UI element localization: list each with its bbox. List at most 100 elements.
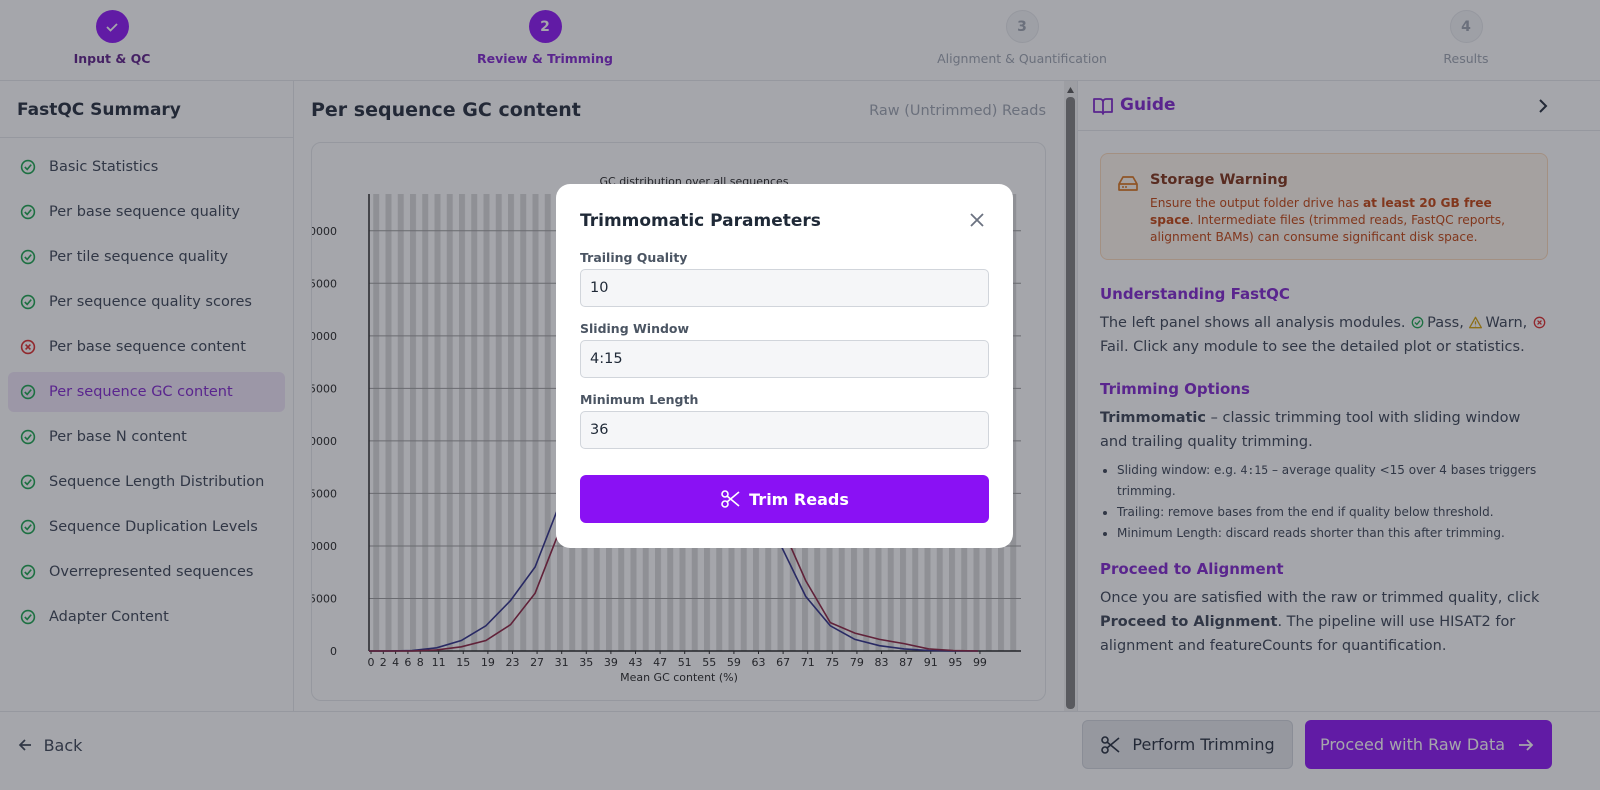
proceed-label: Proceed with Raw Data bbox=[1319, 735, 1506, 754]
guide-title: Guide bbox=[1120, 95, 1176, 115]
module-item[interactable]: Sequence Length Distribution bbox=[8, 462, 285, 502]
x-tick-label: 31 bbox=[555, 656, 569, 669]
field-value: 10 bbox=[590, 280, 609, 296]
module-item[interactable]: Per tile sequence quality bbox=[8, 237, 285, 277]
trim-reads-label: Trim Reads bbox=[749, 489, 849, 509]
module-item[interactable]: Adapter Content bbox=[8, 597, 285, 637]
trim-reads-button[interactable]: Trim Reads bbox=[580, 475, 989, 523]
field-value: 36 bbox=[590, 422, 609, 438]
guide-section: Proceed to Alignment Once you are satisfi… bbox=[1100, 560, 1550, 658]
fail-icon bbox=[1533, 316, 1546, 329]
sidebar: FastQC Summary Basic Statistics Per base … bbox=[0, 81, 294, 711]
storage-warning: Storage Warning Ensure the output folder… bbox=[1100, 153, 1548, 260]
pass-circle bbox=[20, 384, 36, 400]
x-tick-label: 6 bbox=[404, 656, 411, 669]
text-segment: . Intermediate files (trimmed reads, Fas… bbox=[1150, 213, 1505, 244]
y-tick-label: 30000 bbox=[312, 330, 337, 343]
x-tick-label: 23 bbox=[505, 656, 519, 669]
back-label: Back bbox=[43, 735, 83, 755]
warn-triangle bbox=[1469, 316, 1483, 329]
pass-mark bbox=[24, 164, 32, 171]
field-input[interactable]: 36 bbox=[580, 411, 989, 449]
module-item[interactable]: Per base sequence quality bbox=[8, 192, 285, 232]
module-item[interactable]: Per sequence GC content bbox=[8, 372, 285, 412]
proceed-button[interactable]: Proceed with Raw Data bbox=[1305, 720, 1552, 769]
step-number: 2 bbox=[540, 18, 550, 35]
step-label: Results bbox=[1443, 51, 1489, 66]
module-item[interactable]: Overrepresented sequences bbox=[8, 552, 285, 592]
x-tick-label: 8 bbox=[417, 656, 424, 669]
step-label: Alignment & Quantification bbox=[937, 51, 1107, 66]
step-circle bbox=[95, 10, 129, 43]
field-input[interactable]: 4:15 bbox=[580, 340, 989, 378]
scrollbar-graphic bbox=[1066, 87, 1075, 709]
module-label: Per base N content bbox=[49, 429, 187, 445]
text-segment: Pass, bbox=[1427, 315, 1469, 331]
module-label: Sequence Duplication Levels bbox=[49, 519, 258, 535]
y-tick-label: 35000 bbox=[312, 277, 337, 290]
bullet: Trailing: remove bases from the end if q… bbox=[1117, 502, 1550, 523]
warning-title: Storage Warning bbox=[1150, 172, 1288, 188]
module-label: Basic Statistics bbox=[49, 159, 159, 175]
pass-icon bbox=[20, 294, 36, 310]
y-tick-label: 15000 bbox=[312, 487, 337, 500]
back-button[interactable]: Back bbox=[14, 726, 84, 764]
guide-sections: Understanding FastQC The left panel shows… bbox=[1100, 285, 1550, 679]
guide-section: Trimming Options Trimmomatic – classic tr… bbox=[1100, 380, 1550, 544]
warning-text: Ensure the output folder drive has at le… bbox=[1150, 195, 1535, 246]
field-input[interactable]: 10 bbox=[580, 269, 989, 307]
x-tick-label: 11 bbox=[432, 656, 446, 669]
text-segment: Sliding window: e.g. bbox=[1117, 463, 1241, 477]
text-segment: – classic trimming tool with sliding win… bbox=[1100, 410, 1521, 450]
x-tick-label: 15 bbox=[456, 656, 470, 669]
text-segment: Once you are satisfied with the raw or t… bbox=[1100, 590, 1540, 606]
check-icon bbox=[106, 22, 118, 32]
close-button[interactable] bbox=[969, 212, 985, 228]
pass-mark bbox=[24, 569, 32, 576]
text-segment: Fail. Click any module to see the detail… bbox=[1100, 339, 1525, 355]
x-tick-label: 47 bbox=[653, 656, 667, 669]
section-paragraph: Once you are satisfied with the raw or t… bbox=[1100, 586, 1550, 658]
x-tick-label: 27 bbox=[530, 656, 544, 669]
sidebar-title: FastQC Summary bbox=[0, 81, 293, 138]
pass-mark bbox=[24, 299, 32, 306]
step-number: 4 bbox=[1461, 18, 1471, 35]
perform-trimming-button[interactable]: Perform Trimming bbox=[1082, 720, 1293, 769]
fail-icon bbox=[20, 339, 36, 355]
module-item[interactable]: Per base N content bbox=[8, 417, 285, 457]
module-label: Sequence Length Distribution bbox=[49, 474, 265, 490]
pass-icon bbox=[1411, 316, 1424, 329]
x-tick-label: 51 bbox=[678, 656, 692, 669]
x-tick-label: 67 bbox=[776, 656, 790, 669]
section-heading: Trimming Options bbox=[1100, 380, 1250, 398]
perform-trimming-label: Perform Trimming bbox=[1132, 735, 1275, 754]
section-heading: Proceed to Alignment bbox=[1100, 560, 1284, 578]
module-item[interactable]: Sequence Duplication Levels bbox=[8, 507, 285, 547]
step-label: Input & QC bbox=[73, 51, 151, 66]
pass-mark bbox=[24, 209, 32, 216]
pass-icon bbox=[20, 474, 36, 490]
footer: Back Perform Trimming Proceed with Raw D… bbox=[0, 711, 1600, 790]
pass-mark bbox=[24, 614, 32, 621]
guide-header[interactable]: Guide bbox=[1078, 81, 1600, 131]
pass-circle bbox=[20, 159, 36, 175]
book-icon bbox=[1093, 98, 1113, 115]
pass-circle bbox=[20, 429, 36, 445]
pass-circle bbox=[20, 564, 36, 580]
module-label: Per base sequence quality bbox=[49, 204, 240, 220]
module-item[interactable]: Per base sequence content bbox=[8, 327, 285, 367]
modal-title: Trimmomatic Parameters bbox=[580, 211, 821, 231]
pass-icon bbox=[20, 384, 36, 400]
y-tick-label: 10000 bbox=[312, 540, 337, 553]
chevron-icon bbox=[1539, 99, 1548, 113]
module-item[interactable]: Per sequence quality scores bbox=[8, 282, 285, 322]
pass-circle bbox=[20, 519, 36, 535]
scrollbar[interactable] bbox=[1064, 81, 1077, 711]
text-segment: – average quality <15 over 4 bases trigg… bbox=[1117, 463, 1537, 498]
pass-icon bbox=[20, 519, 36, 535]
module-item[interactable]: Basic Statistics bbox=[8, 147, 285, 187]
pass-circle bbox=[20, 249, 36, 265]
step: 4 Results bbox=[1316, 10, 1600, 66]
pass-icon bbox=[20, 564, 36, 580]
module-label: Overrepresented sequences bbox=[49, 564, 254, 580]
